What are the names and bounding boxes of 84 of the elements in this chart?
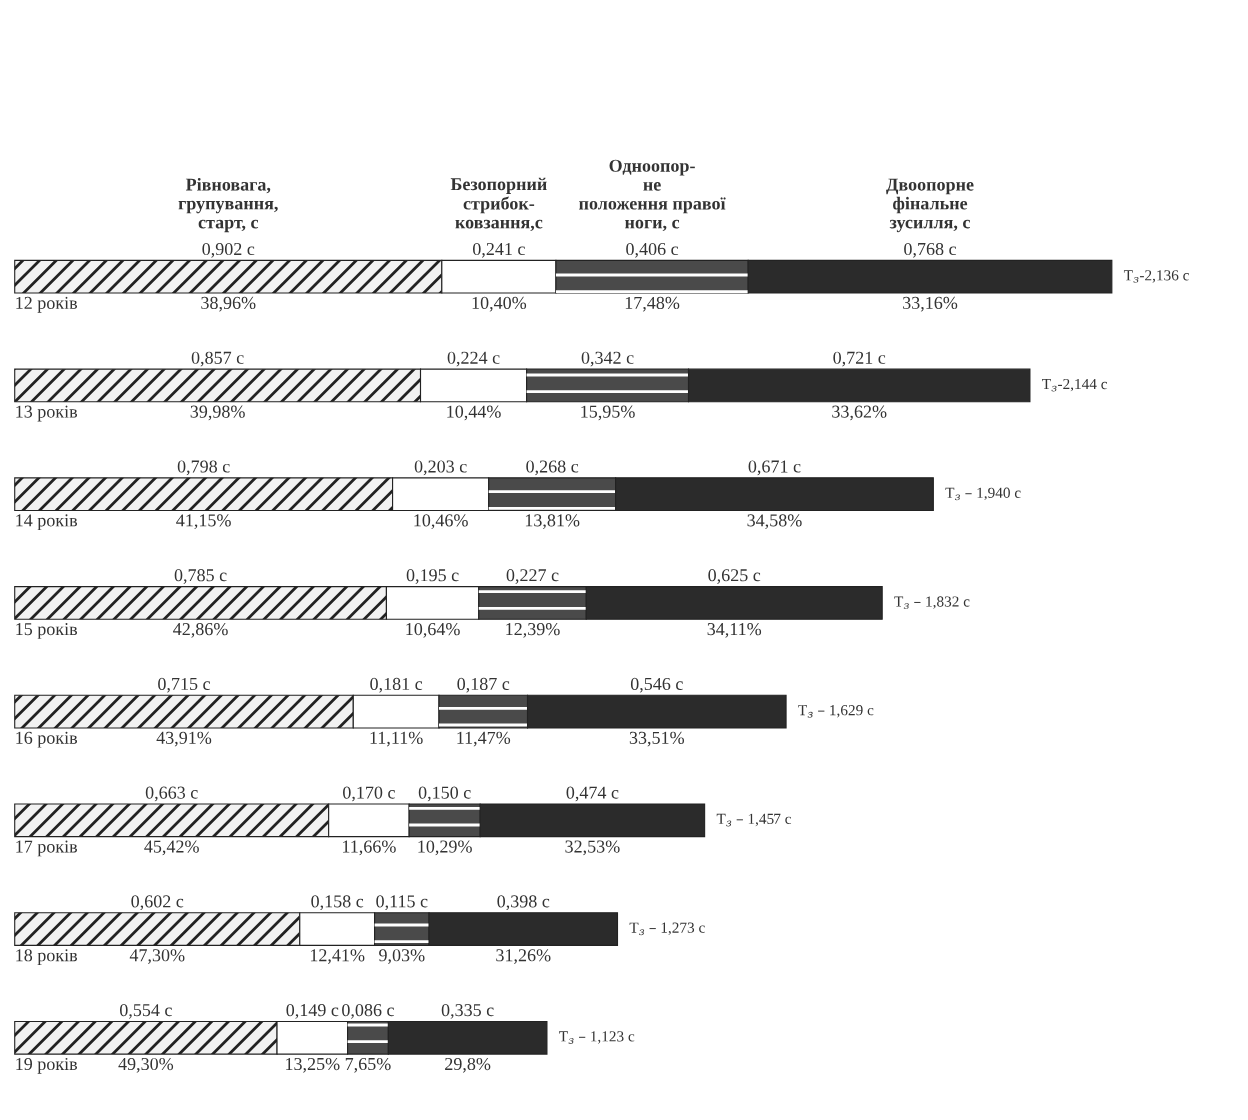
y-tick-label: 15 років: [16, 623, 78, 639]
data-label: 0,398 c: [497, 895, 550, 911]
annotation: 49,30%: [118, 1057, 174, 1073]
data-label: 0,474 c: [566, 786, 619, 802]
data-label: 0,335 c: [441, 1004, 494, 1019]
y-tick-label: 16 років: [16, 731, 78, 748]
annotation: 10,46%: [414, 514, 468, 530]
annotation: 32,53%: [565, 840, 620, 856]
data-label: 0,546 c: [630, 677, 683, 693]
data-label: 0,170 c: [343, 786, 395, 802]
annotation: 33,62%: [832, 405, 887, 421]
annotation: 43,91%: [156, 731, 212, 747]
annotation: 11,11%: [370, 731, 423, 747]
annotation: 10,44%: [447, 405, 501, 421]
annotation: 47,30%: [129, 949, 185, 964]
annotation: T$_{з}$ – 1,273 c: [629, 922, 705, 936]
y-tick-label: 17 років: [16, 840, 78, 857]
data-label: 0,554 c: [119, 1004, 172, 1019]
y-tick-label: 13 років: [16, 405, 78, 422]
y-tick-label: 18 років: [16, 949, 78, 966]
annotation: 29,8%: [445, 1057, 491, 1073]
data-label: 0,798 c: [177, 460, 230, 476]
text: T$_{з}$-2,136 c: [1123, 270, 1189, 283]
annotation: 11,66%: [343, 840, 396, 856]
annotation: 9,03%: [379, 949, 425, 964]
data-label: 0,857 c: [191, 351, 244, 367]
annotation: 7,65%: [345, 1057, 391, 1073]
annotation: 45,42%: [144, 840, 199, 856]
series-label: Двоопорне фінальне зусилля, с: [886, 178, 974, 233]
series-label: Одноопор- не положення правої ноги, с: [579, 159, 726, 232]
annotation: 10,29%: [418, 840, 472, 856]
annotation: 41,15%: [176, 514, 231, 530]
data-label: 0,671 c: [748, 460, 801, 476]
data-label: 0,187 c: [457, 677, 510, 693]
data-label: 0,715 c: [158, 677, 211, 693]
y-tick-label: 19 років: [16, 1057, 78, 1074]
data-label: 0,115 c: [376, 895, 428, 911]
annotation: 42,86%: [173, 622, 228, 638]
y-tick-label: 14 років: [16, 514, 78, 531]
annotation: T$_{з}$ – 1,457 c: [716, 813, 792, 827]
annotation: 15,95%: [581, 405, 635, 421]
series-label: Безопорний стрибок- ковзання,с: [450, 177, 547, 232]
annotation: 10,64%: [406, 622, 460, 638]
data-label: 0,203 c: [414, 460, 467, 476]
annotation: 13,81%: [525, 514, 580, 530]
data-label: 0,195 c: [406, 569, 459, 584]
series-label: Рівновага, групування, старт, с: [178, 177, 278, 233]
annotation: 33,16%: [903, 296, 958, 312]
annotation: 12,39%: [506, 622, 560, 638]
annotation: 34,11%: [707, 622, 762, 638]
annotation: 11,47%: [457, 731, 511, 747]
data-label: 0,625 c: [708, 569, 761, 584]
data-label: 0,785 c: [174, 569, 227, 584]
annotation: T$_{з}$-2,144 c: [1042, 378, 1108, 392]
annotation: T$_{з}$ – 1,832 c: [894, 596, 970, 610]
annotation: 13,25%: [286, 1057, 340, 1073]
data-label: 0,721 c: [833, 351, 886, 367]
data-label: 0,902 c: [202, 242, 255, 258]
data-label: 0,406 c: [626, 242, 679, 258]
annotation: 38,96%: [201, 296, 256, 312]
annotation: T$_{з}$ – 1,123 c: [559, 1031, 635, 1044]
data-label: 0,768 c: [904, 242, 957, 258]
annotation: 31,26%: [496, 949, 551, 964]
data-label: 0,224 c: [447, 351, 500, 367]
annotation: 34,58%: [747, 514, 802, 530]
annotation: 12,41%: [310, 949, 365, 964]
annotation: 10,40%: [472, 296, 527, 312]
annotation: 17,48%: [625, 296, 680, 312]
annotation: 33,51%: [629, 731, 685, 747]
data-label: 0,342 c: [581, 351, 634, 367]
data-label: 0,227 c: [506, 569, 559, 584]
data-label: 0,241 c: [473, 242, 525, 258]
annotation: 39,98%: [190, 405, 245, 421]
data-label: 0,181 c: [370, 677, 423, 693]
data-label: 0,086 c: [342, 1004, 394, 1019]
data-label: 0,602 c: [131, 895, 184, 911]
annotation: T$_{з}$ – 1,629 c: [798, 705, 874, 718]
data-label: 0,268 c: [526, 460, 579, 476]
data-label: 0,663 c: [145, 786, 198, 802]
data-label: 0,150 c: [418, 786, 471, 802]
annotation: T$_{з}$ – 1,940 c: [945, 487, 1021, 501]
data-label: 0,158 c: [311, 895, 364, 911]
data-label: 0,149 c: [286, 1004, 339, 1019]
y-tick-label: 12 років: [16, 296, 78, 313]
